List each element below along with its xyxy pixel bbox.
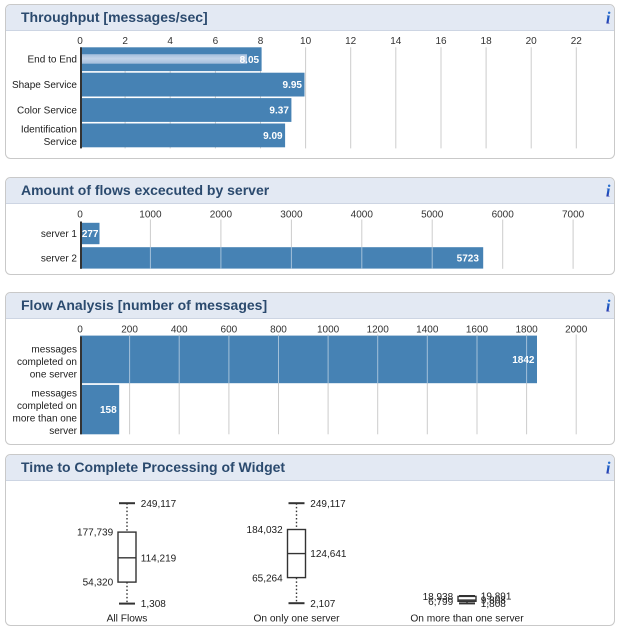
svg-text:On only one server: On only one server — [253, 613, 340, 624]
svg-text:End to End: End to End — [28, 55, 77, 66]
svg-text:one server: one server — [30, 369, 78, 380]
svg-text:1842: 1842 — [512, 355, 535, 366]
svg-text:Flow Analysis [number of messa: Flow Analysis [number of messages] — [21, 297, 267, 313]
svg-text:5723: 5723 — [457, 254, 480, 265]
svg-text:Identification: Identification — [21, 125, 77, 136]
svg-text:i: i — [606, 182, 611, 201]
svg-text:completed on: completed on — [17, 357, 77, 368]
svg-text:1400: 1400 — [416, 325, 439, 336]
svg-text:22: 22 — [571, 36, 583, 47]
svg-text:19,891: 19,891 — [481, 592, 512, 603]
svg-text:server: server — [49, 426, 77, 437]
svg-text:800: 800 — [270, 325, 287, 336]
svg-text:2,107: 2,107 — [310, 599, 335, 610]
svg-text:0: 0 — [77, 36, 83, 47]
svg-text:14: 14 — [390, 36, 402, 47]
svg-text:3000: 3000 — [280, 210, 303, 221]
svg-text:All Flows: All Flows — [107, 613, 148, 624]
svg-text:0: 0 — [77, 325, 83, 336]
svg-text:5000: 5000 — [421, 210, 444, 221]
svg-text:completed on: completed on — [17, 401, 77, 412]
svg-text:249,117: 249,117 — [141, 499, 177, 510]
svg-text:16: 16 — [435, 36, 447, 47]
svg-text:On more than one server: On more than one server — [410, 613, 524, 624]
svg-text:54,320: 54,320 — [83, 578, 114, 589]
svg-text:Amount of flows excecuted by s: Amount of flows excecuted by server — [21, 182, 270, 198]
svg-text:messages: messages — [31, 388, 77, 399]
svg-text:1,308: 1,308 — [141, 599, 166, 610]
svg-text:Throughput [messages/sec]: Throughput [messages/sec] — [21, 9, 208, 25]
svg-text:8.05: 8.05 — [240, 55, 260, 66]
svg-text:20: 20 — [526, 36, 538, 47]
svg-text:1600: 1600 — [466, 325, 489, 336]
svg-text:2000: 2000 — [210, 210, 233, 221]
svg-text:server 1: server 1 — [41, 229, 78, 240]
svg-text:65,264: 65,264 — [252, 573, 283, 584]
svg-text:158: 158 — [100, 405, 117, 416]
svg-text:6,799: 6,799 — [428, 597, 453, 608]
svg-text:177,739: 177,739 — [77, 528, 114, 539]
svg-text:7000: 7000 — [562, 210, 585, 221]
svg-text:184,032: 184,032 — [247, 525, 284, 536]
svg-text:Time to Complete Processing of: Time to Complete Processing of Widget — [21, 459, 285, 475]
svg-text:124,641: 124,641 — [310, 549, 347, 560]
svg-text:1000: 1000 — [317, 325, 340, 336]
svg-text:4000: 4000 — [351, 210, 374, 221]
svg-text:more than one: more than one — [13, 413, 78, 424]
svg-text:400: 400 — [171, 325, 188, 336]
svg-text:Service: Service — [44, 137, 78, 148]
svg-text:18,938: 18,938 — [423, 592, 454, 603]
svg-text:9.95: 9.95 — [283, 80, 303, 91]
svg-text:114,219: 114,219 — [141, 553, 177, 564]
svg-text:9,808: 9,808 — [481, 596, 506, 607]
svg-text:Color Service: Color Service — [17, 106, 77, 117]
svg-text:10: 10 — [300, 36, 312, 47]
svg-text:2: 2 — [122, 36, 128, 47]
svg-text:249,117: 249,117 — [310, 499, 346, 510]
svg-text:1000: 1000 — [139, 210, 162, 221]
svg-text:277: 277 — [82, 229, 99, 240]
svg-text:6000: 6000 — [492, 210, 515, 221]
svg-text:1,808: 1,808 — [481, 599, 506, 610]
svg-text:200: 200 — [121, 325, 138, 336]
svg-text:0: 0 — [77, 210, 83, 221]
svg-text:6: 6 — [213, 36, 219, 47]
svg-text:1800: 1800 — [515, 325, 538, 336]
svg-text:9.37: 9.37 — [269, 106, 289, 117]
svg-text:9.09: 9.09 — [263, 131, 283, 142]
svg-text:server 2: server 2 — [41, 253, 78, 264]
svg-text:i: i — [606, 9, 611, 28]
svg-text:messages: messages — [31, 344, 77, 355]
svg-text:4: 4 — [167, 36, 173, 47]
svg-text:i: i — [606, 297, 611, 316]
svg-text:8: 8 — [258, 36, 264, 47]
svg-text:12: 12 — [345, 36, 357, 47]
svg-text:600: 600 — [221, 325, 238, 336]
svg-text:i: i — [606, 459, 611, 478]
svg-text:1200: 1200 — [367, 325, 390, 336]
svg-text:2000: 2000 — [565, 325, 588, 336]
svg-text:18: 18 — [481, 36, 493, 47]
svg-text:Shape Service: Shape Service — [12, 80, 77, 91]
